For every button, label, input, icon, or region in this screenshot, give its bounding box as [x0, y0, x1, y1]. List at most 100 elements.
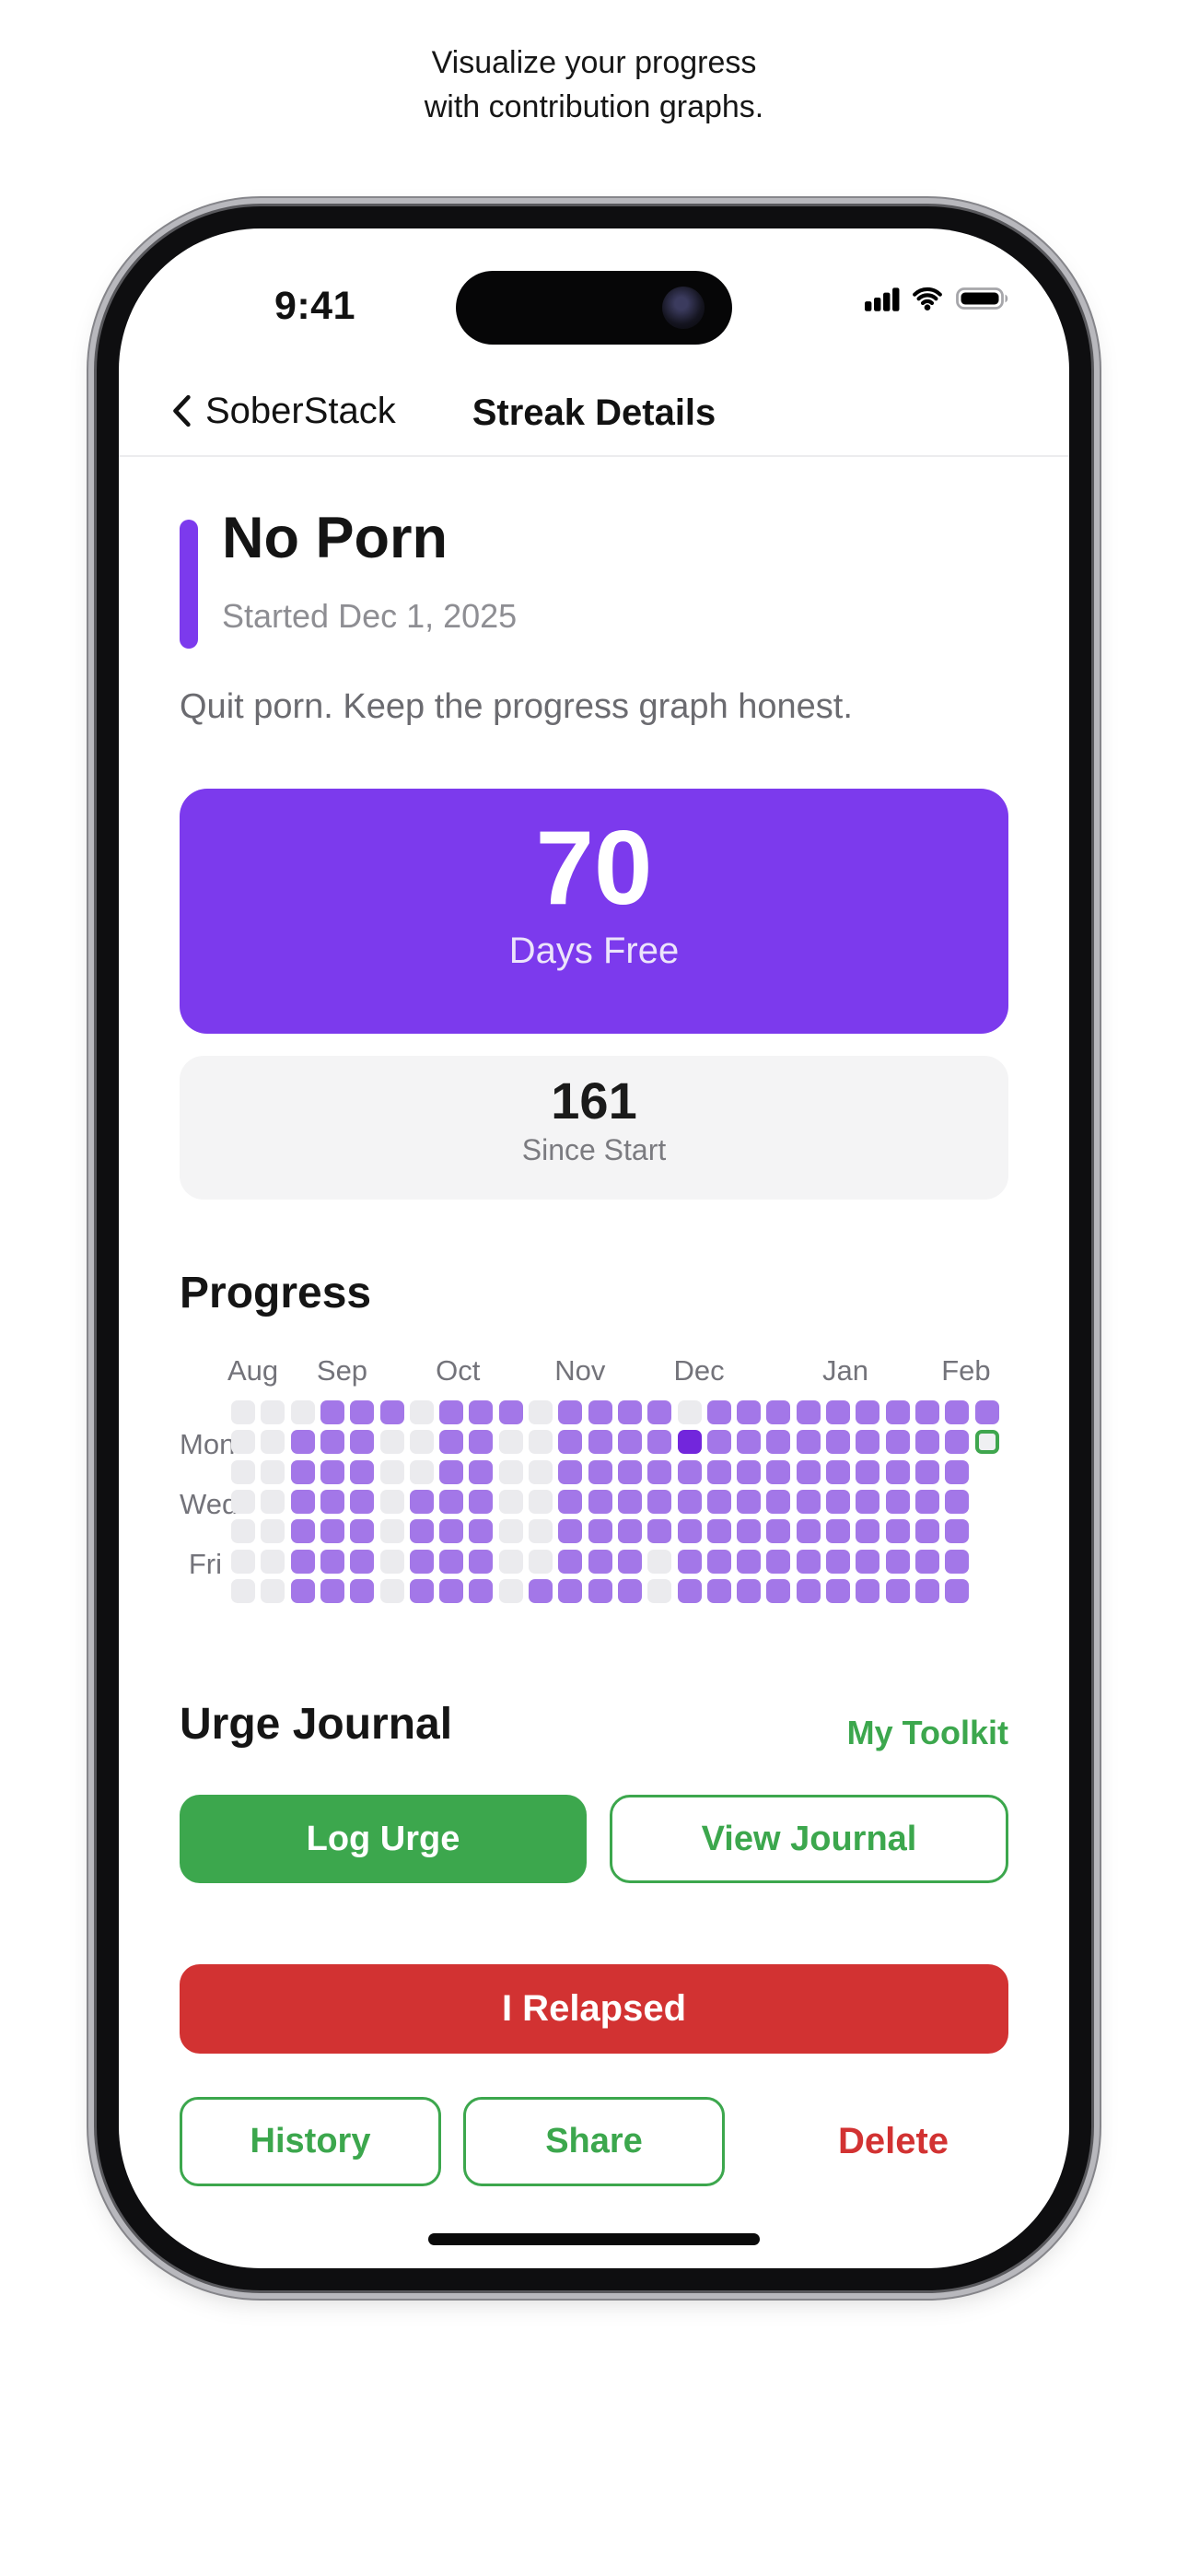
graph-cell: [529, 1519, 553, 1544]
graph-cell: [914, 1489, 939, 1514]
graph-cell: [914, 1400, 939, 1424]
graph-cell: [231, 1549, 255, 1574]
graph-cell: [706, 1519, 731, 1544]
month-label: Jan: [822, 1354, 868, 1387]
streak-description: Quit porn. Keep the progress graph hones…: [180, 687, 853, 726]
graph-cell: [796, 1578, 821, 1603]
progress-heading: Progress: [180, 1269, 372, 1317]
log-urge-button[interactable]: Log Urge: [180, 1795, 587, 1883]
graph-cell: [856, 1489, 880, 1514]
graph-cell: [914, 1430, 939, 1455]
graph-cell: [409, 1489, 434, 1514]
streak-start-date: Started Dec 1, 2025: [222, 597, 518, 635]
graph-cell: [737, 1549, 762, 1574]
graph-cell: [617, 1430, 642, 1455]
history-button[interactable]: History: [180, 2097, 441, 2186]
graph-cell: [409, 1459, 434, 1484]
graph-cell: [558, 1459, 583, 1484]
graph-cell: [261, 1430, 285, 1455]
since-start-value: 161: [551, 1071, 637, 1130]
home-indicator[interactable]: [428, 2233, 760, 2245]
day-label: Mon: [180, 1428, 236, 1461]
graph-cell: [529, 1489, 553, 1514]
graph-cell: [974, 1430, 999, 1455]
graph-cell: [706, 1549, 731, 1574]
graph-cell: [647, 1430, 672, 1455]
month-label: Sep: [316, 1354, 368, 1387]
graph-cell: [826, 1519, 850, 1544]
graph-cell: [439, 1400, 464, 1424]
graph-cell: [766, 1578, 791, 1603]
graph-cell: [231, 1459, 255, 1484]
graph-cell: [379, 1578, 404, 1603]
graph-cell: [409, 1400, 434, 1424]
graph-cell: [320, 1519, 344, 1544]
graph-cell: [231, 1519, 255, 1544]
graph-cell: [350, 1400, 375, 1424]
graph-cell: [529, 1400, 553, 1424]
graph-cell: [379, 1549, 404, 1574]
graph-cell: [706, 1400, 731, 1424]
graph-cell: [498, 1400, 523, 1424]
graph-cell: [796, 1430, 821, 1455]
graph-cell: [885, 1549, 910, 1574]
graph-cell: [320, 1578, 344, 1603]
graph-cell: [766, 1549, 791, 1574]
nav-title: Streak Details: [472, 392, 716, 433]
graph-cell: [350, 1430, 375, 1455]
graph-cell: [379, 1489, 404, 1514]
graph-cell: [498, 1489, 523, 1514]
graph-cell: [558, 1489, 583, 1514]
graph-cell: [350, 1489, 375, 1514]
graph-cell: [231, 1430, 255, 1455]
graph-cell: [647, 1519, 672, 1544]
graph-cell: [320, 1549, 344, 1574]
graph-cell: [647, 1578, 672, 1603]
graph-cell: [885, 1489, 910, 1514]
graph-cell: [529, 1430, 553, 1455]
graph-cell: [945, 1549, 970, 1574]
graph-cell: [914, 1459, 939, 1484]
volume-down-button: [87, 890, 99, 1028]
graph-cell: [885, 1519, 910, 1544]
relapse-button[interactable]: I Relapsed: [180, 1964, 1008, 2054]
graph-cell: [766, 1430, 791, 1455]
dynamic-island: [456, 271, 732, 345]
month-label: Dec: [673, 1354, 725, 1387]
graph-cell: [588, 1519, 612, 1544]
my-toolkit-link[interactable]: My Toolkit: [846, 1714, 1008, 1751]
graph-cell: [379, 1400, 404, 1424]
graph-cell: [439, 1549, 464, 1574]
graph-cell: [409, 1549, 434, 1574]
graph-cell: [677, 1400, 702, 1424]
graph-cell: [826, 1400, 850, 1424]
graph-cell: [588, 1430, 612, 1455]
graph-cell: [498, 1519, 523, 1544]
month-label: Aug: [227, 1354, 279, 1387]
graph-cell: [290, 1578, 315, 1603]
days-free-card: 70 Days Free: [180, 789, 1008, 1034]
graph-cell: [469, 1549, 494, 1574]
graph-cell: [231, 1400, 255, 1424]
status-icons: [865, 286, 1012, 311]
graph-cell: [856, 1549, 880, 1574]
graph-cell: [529, 1578, 553, 1603]
graph-cell: [914, 1519, 939, 1544]
graph-cell: [469, 1430, 494, 1455]
graph-cell: [856, 1459, 880, 1484]
graph-cell: [826, 1578, 850, 1603]
graph-cell: [261, 1459, 285, 1484]
graph-cell: [617, 1489, 642, 1514]
graph-cell: [647, 1549, 672, 1574]
graph-cell: [588, 1400, 612, 1424]
since-start-label: Since Start: [521, 1133, 667, 1166]
graph-cell: [290, 1489, 315, 1514]
back-button[interactable]: SoberStack: [170, 385, 396, 437]
graph-cell: [706, 1459, 731, 1484]
graph-cell: [290, 1519, 315, 1544]
view-journal-button[interactable]: View Journal: [610, 1795, 1008, 1883]
share-button[interactable]: Share: [463, 2097, 725, 2186]
graph-cell: [469, 1459, 494, 1484]
graph-cell: [469, 1519, 494, 1544]
delete-button[interactable]: Delete: [837, 2121, 949, 2161]
